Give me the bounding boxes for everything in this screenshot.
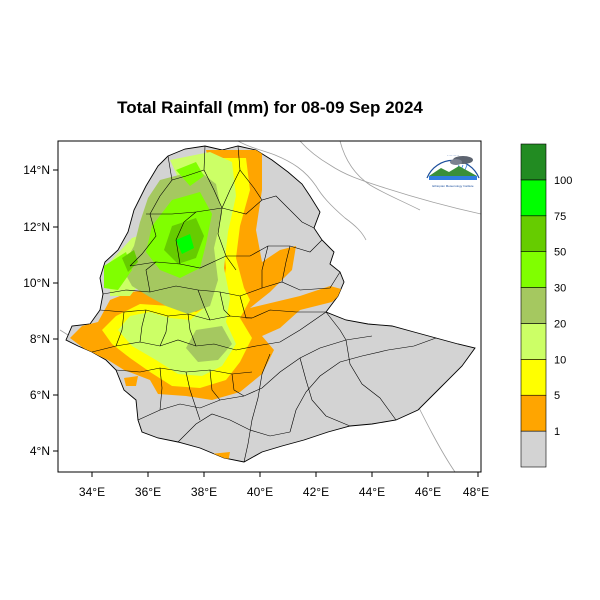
- axis-ticks: [53, 169, 479, 477]
- map-plot-area: 34°E 36°E 38°E 40°E 42°E 44°E 46°E 48°E …: [23, 140, 489, 499]
- institute-logo: ········· Ethiopian Meteorology Institut…: [426, 153, 480, 188]
- y-tick-label: 8°N: [30, 332, 50, 346]
- x-tick-label: 42°E: [303, 485, 329, 499]
- colorbar-label: 100: [554, 175, 572, 187]
- arabian-coast-line: [299, 141, 481, 215]
- plot-frame: [57, 140, 482, 473]
- yemen-border-line: [339, 141, 421, 211]
- x-tick-label: 46°E: [415, 485, 441, 499]
- x-axis-labels: 34°E 36°E 38°E 40°E 42°E 44°E 46°E 48°E: [79, 485, 489, 499]
- admin-borders: [91, 145, 437, 463]
- colorbar-label: 75: [554, 211, 566, 223]
- red-sea-coast-line: [237, 141, 367, 241]
- logo-arc-text: ·········: [447, 153, 459, 158]
- colorbar-swatch: [520, 430, 547, 468]
- x-tick-label: 34°E: [79, 485, 105, 499]
- x-tick-label: 36°E: [135, 485, 161, 499]
- colorbar-label: 1: [554, 426, 560, 438]
- colorbar-label: 20: [554, 318, 566, 330]
- map-title: Total Rainfall (mm) for 08-09 Sep 2024: [117, 98, 423, 117]
- y-tick-label: 14°N: [23, 163, 50, 177]
- colorbar-swatch: [520, 251, 547, 288]
- colorbar-label: 10: [554, 354, 566, 366]
- rainfall-fields: [70, 150, 345, 462]
- colorbar-swatch: [520, 287, 547, 324]
- colorbar-label: 30: [554, 283, 566, 295]
- y-tick-label: 6°N: [30, 388, 50, 402]
- y-tick-label: 10°N: [23, 276, 50, 290]
- y-tick-label: 4°N: [30, 444, 50, 458]
- colorbar-swatch: [520, 179, 547, 217]
- y-axis-labels: 14°N 12°N 10°N 8°N 6°N 4°N: [23, 163, 50, 458]
- x-tick-label: 40°E: [247, 485, 273, 499]
- colorbar-swatch: [520, 323, 547, 360]
- x-tick-label: 38°E: [191, 485, 217, 499]
- colorbar-label: 50: [554, 247, 566, 259]
- logo-caption: Ethiopian Meteorology Institute: [432, 184, 474, 188]
- x-tick-label: 48°E: [463, 485, 489, 499]
- y-tick-label: 12°N: [23, 220, 50, 234]
- west-border-line: [59, 329, 69, 336]
- colorbar-label: 5: [554, 390, 560, 402]
- colorbar-swatch: [520, 143, 547, 181]
- colorbar-swatch: [520, 394, 547, 432]
- x-tick-label: 44°E: [359, 485, 385, 499]
- colorbar-swatch: [520, 215, 547, 252]
- colorbar-legend: 1 5 10 20 30 50 75 100: [520, 143, 572, 468]
- logo-water-icon: [429, 176, 477, 180]
- colorbar-swatch: [520, 359, 547, 396]
- logo-mountain-icon: [429, 166, 477, 176]
